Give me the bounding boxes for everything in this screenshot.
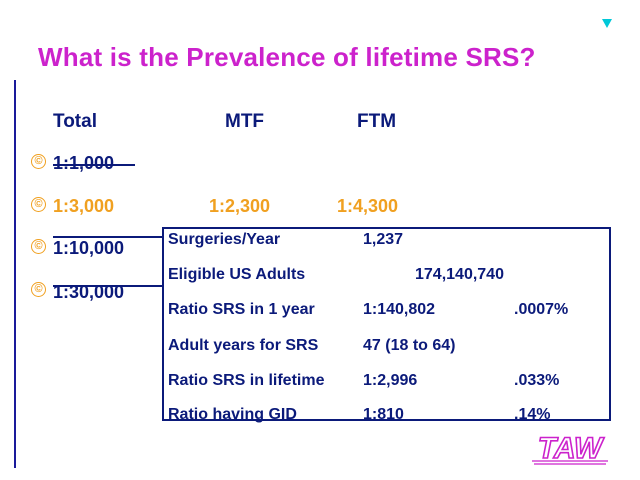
table-value: 47 (18 to 64) — [363, 337, 456, 354]
bullet-icon: © — [31, 154, 46, 169]
strikethrough-line — [53, 236, 163, 238]
left-vertical-rule — [14, 80, 16, 468]
table-percent: .0007% — [514, 301, 569, 318]
table-percent: .14% — [514, 406, 551, 423]
table-label: Eligible US Adults — [168, 266, 306, 283]
slide-title: What is the Prevalence of lifetime SRS? — [38, 42, 536, 72]
taw-logo: TAW — [532, 431, 608, 466]
table-label: Ratio having GID — [168, 406, 297, 423]
ftm-ratio: 1:4,300 — [337, 196, 399, 216]
strikethrough-line — [53, 164, 135, 166]
mtf-ratio: 1:2,300 — [209, 196, 271, 216]
table-value: 174,140,740 — [415, 266, 504, 283]
table-label: Adult years for SRS — [168, 337, 319, 354]
table-label: Surgeries/Year — [168, 231, 281, 248]
taw-logo-text: TAW — [538, 432, 605, 465]
strikethrough-line — [53, 285, 163, 287]
ratio-option-1: 1:1,000 — [53, 153, 115, 173]
table-label: Ratio SRS in lifetime — [168, 372, 325, 389]
table-label: Ratio SRS in 1 year — [168, 301, 315, 318]
table-percent: .033% — [514, 372, 560, 389]
table-value: 1:140,802 — [363, 301, 436, 318]
header-mtf: MTF — [225, 111, 265, 132]
table-value: 1:810 — [363, 406, 404, 423]
bullet-icon: © — [31, 197, 46, 212]
header-ftm: FTM — [357, 111, 397, 132]
corner-triangle-icon — [602, 19, 612, 28]
statistics-table: Surgeries/Year 1,237 Eligible US Adults … — [162, 227, 611, 423]
header-total: Total — [53, 111, 97, 132]
bullet-icon: © — [31, 239, 46, 254]
ratio-option-2: 1:3,000 — [53, 196, 115, 216]
table-value: 1,237 — [363, 231, 404, 248]
ratio-option-4: 1:30,000 — [53, 282, 125, 302]
ratio-option-3: 1:10,000 — [53, 238, 125, 258]
table-value: 1:2,996 — [363, 372, 418, 389]
bullet-icon: © — [31, 282, 46, 297]
